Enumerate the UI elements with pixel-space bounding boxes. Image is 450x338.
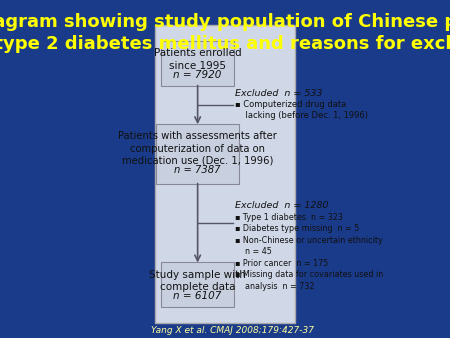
FancyBboxPatch shape — [156, 124, 239, 184]
Text: Study sample with
complete data: Study sample with complete data — [149, 270, 246, 292]
Text: Patients with assessments after
computerization of data on
medication use (Dec. : Patients with assessments after computer… — [118, 131, 277, 166]
Text: Patients enrolled
since 1995: Patients enrolled since 1995 — [154, 48, 242, 71]
Text: ▪ Type 1 diabetes  n = 323
▪ Diabetes type missing  n = 5
▪ Non-Chinese or uncer: ▪ Type 1 diabetes n = 323 ▪ Diabetes typ… — [235, 213, 384, 291]
Text: ▪ Computerized drug data
    lacking (before Dec. 1, 1996): ▪ Computerized drug data lacking (before… — [235, 99, 369, 120]
Text: n = 7920: n = 7920 — [173, 70, 222, 80]
Text: Excluded  n = 1280: Excluded n = 1280 — [235, 201, 329, 210]
FancyBboxPatch shape — [155, 25, 295, 323]
FancyBboxPatch shape — [161, 262, 234, 307]
Text: Excluded  n = 533: Excluded n = 533 — [235, 89, 323, 98]
Text: n = 6107: n = 6107 — [173, 291, 222, 301]
Text: Flow diagram showing study population of Chinese patients
with type 2 diabetes m: Flow diagram showing study population of… — [0, 13, 450, 53]
Text: Yang X et al. CMAJ 2008;179:427-37: Yang X et al. CMAJ 2008;179:427-37 — [151, 326, 314, 335]
Text: n = 7387: n = 7387 — [175, 165, 221, 175]
FancyBboxPatch shape — [161, 41, 234, 86]
